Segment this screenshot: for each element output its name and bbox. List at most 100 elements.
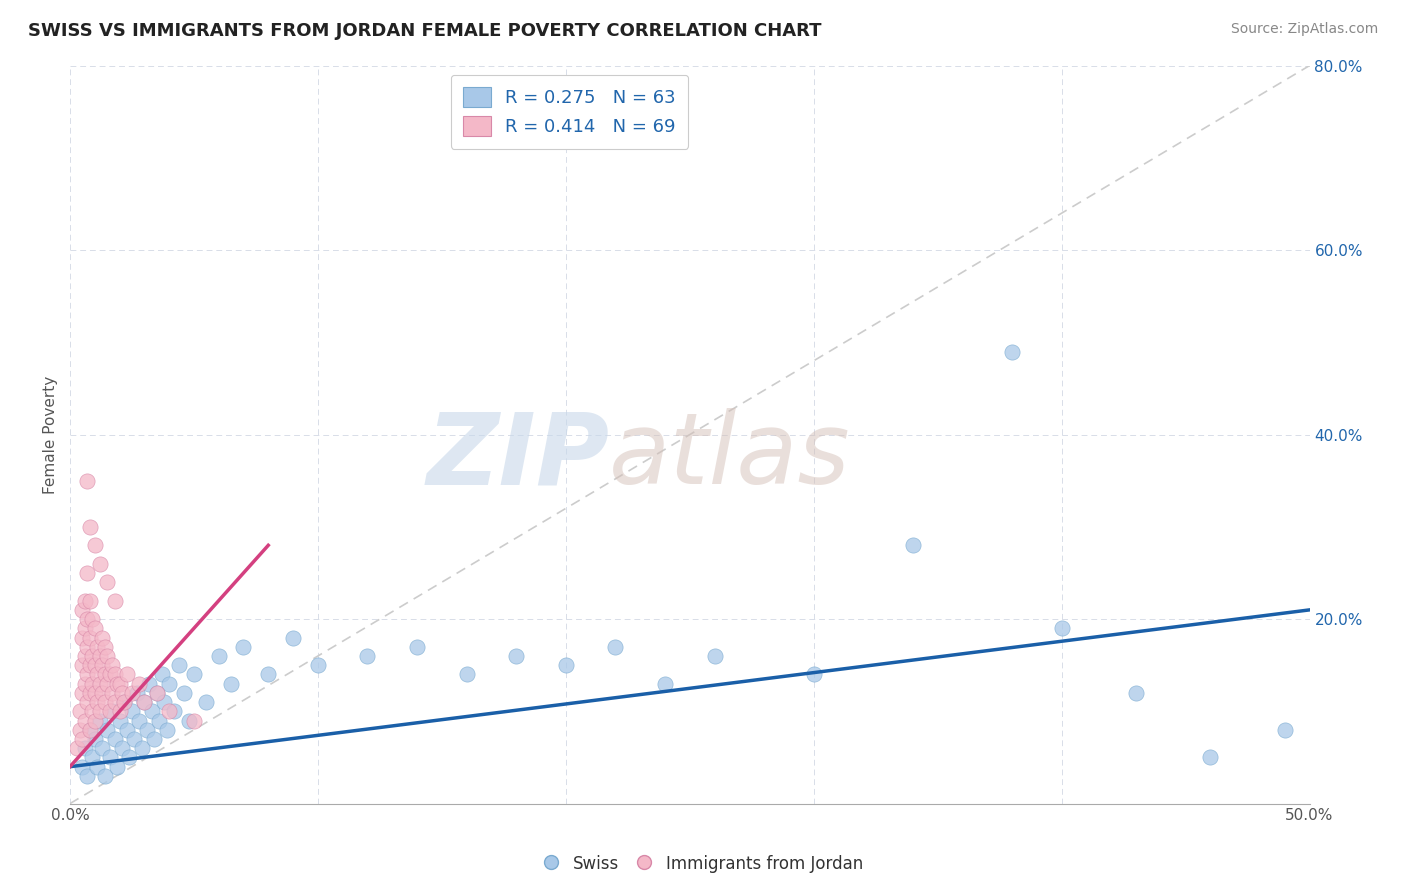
Point (72, 760, 94, 774)
Point (173, 686, 195, 700)
Point (177, 714, 200, 728)
Point (703, 648, 725, 663)
Point (118, 750, 141, 764)
Point (111, 686, 134, 700)
Point (1001, 344, 1024, 359)
Point (98, 750, 121, 764)
Point (124, 732, 146, 747)
Point (79, 723, 101, 737)
Point (219, 676, 242, 690)
Point (82, 612, 104, 626)
Point (89, 676, 111, 690)
Point (103, 695, 125, 709)
Point (83, 621, 105, 635)
Point (105, 760, 128, 774)
Point (91, 658, 114, 673)
Point (83, 538, 105, 552)
Point (66, 741, 89, 756)
Point (73, 676, 96, 690)
Point (79, 631, 101, 645)
Point (76, 695, 98, 709)
Point (101, 686, 124, 700)
Point (505, 648, 527, 663)
Point (76, 640, 98, 654)
Point (108, 676, 131, 690)
Point (145, 686, 167, 700)
Point (89, 648, 111, 663)
Legend: R = 0.275   N = 63, R = 0.414   N = 69: R = 0.275 N = 63, R = 0.414 N = 69 (451, 75, 689, 149)
Point (356, 648, 378, 663)
Point (91, 686, 114, 700)
Point (83, 658, 105, 673)
Point (605, 640, 627, 654)
Point (98, 667, 121, 681)
Point (72, 732, 94, 747)
Point (121, 686, 143, 700)
Point (79, 520, 101, 534)
Point (93, 695, 115, 709)
Point (86, 667, 108, 681)
Point (1125, 686, 1147, 700)
Point (73, 593, 96, 607)
Point (96, 575, 118, 590)
Point (82, 676, 104, 690)
Point (82, 704, 104, 718)
Point (281, 631, 304, 645)
Text: atlas: atlas (609, 409, 851, 505)
Point (91, 741, 114, 756)
Point (93, 769, 115, 783)
Point (406, 640, 429, 654)
Point (86, 695, 108, 709)
Point (103, 732, 125, 747)
Point (79, 593, 101, 607)
Point (103, 593, 125, 607)
Point (89, 704, 111, 718)
Point (148, 714, 170, 728)
Point (156, 723, 179, 737)
Text: SWISS VS IMMIGRANTS FROM JORDAN FEMALE POVERTY CORRELATION CHART: SWISS VS IMMIGRANTS FROM JORDAN FEMALE P… (28, 22, 821, 40)
Point (134, 695, 156, 709)
Point (101, 658, 124, 673)
Point (134, 695, 156, 709)
Point (257, 667, 280, 681)
Point (157, 704, 180, 718)
Point (115, 723, 138, 737)
Point (153, 695, 176, 709)
Point (76, 566, 98, 580)
Point (72, 631, 94, 645)
Point (307, 658, 329, 673)
Point (654, 676, 676, 690)
Point (89, 557, 111, 571)
Point (93, 640, 115, 654)
Point (208, 648, 231, 663)
Point (96, 723, 118, 737)
Point (232, 640, 254, 654)
Point (108, 714, 131, 728)
Point (86, 640, 108, 654)
Point (115, 667, 138, 681)
Text: ZIP: ZIP (426, 409, 609, 505)
Point (79, 658, 101, 673)
Point (114, 695, 136, 709)
Point (141, 704, 163, 718)
Point (456, 667, 478, 681)
Point (111, 741, 134, 756)
Point (103, 667, 125, 681)
Point (167, 658, 190, 673)
Point (72, 686, 94, 700)
Point (143, 732, 166, 747)
Point (82, 750, 104, 764)
Point (554, 658, 576, 673)
Point (79, 686, 101, 700)
Point (128, 714, 150, 728)
Point (76, 667, 98, 681)
Point (163, 704, 186, 718)
Point (1199, 750, 1222, 764)
Point (901, 538, 924, 552)
Point (86, 760, 108, 774)
Legend: Swiss, Immigrants from Jordan: Swiss, Immigrants from Jordan (536, 848, 870, 880)
Point (93, 667, 115, 681)
Point (138, 676, 160, 690)
Point (72, 603, 94, 617)
Point (157, 676, 180, 690)
